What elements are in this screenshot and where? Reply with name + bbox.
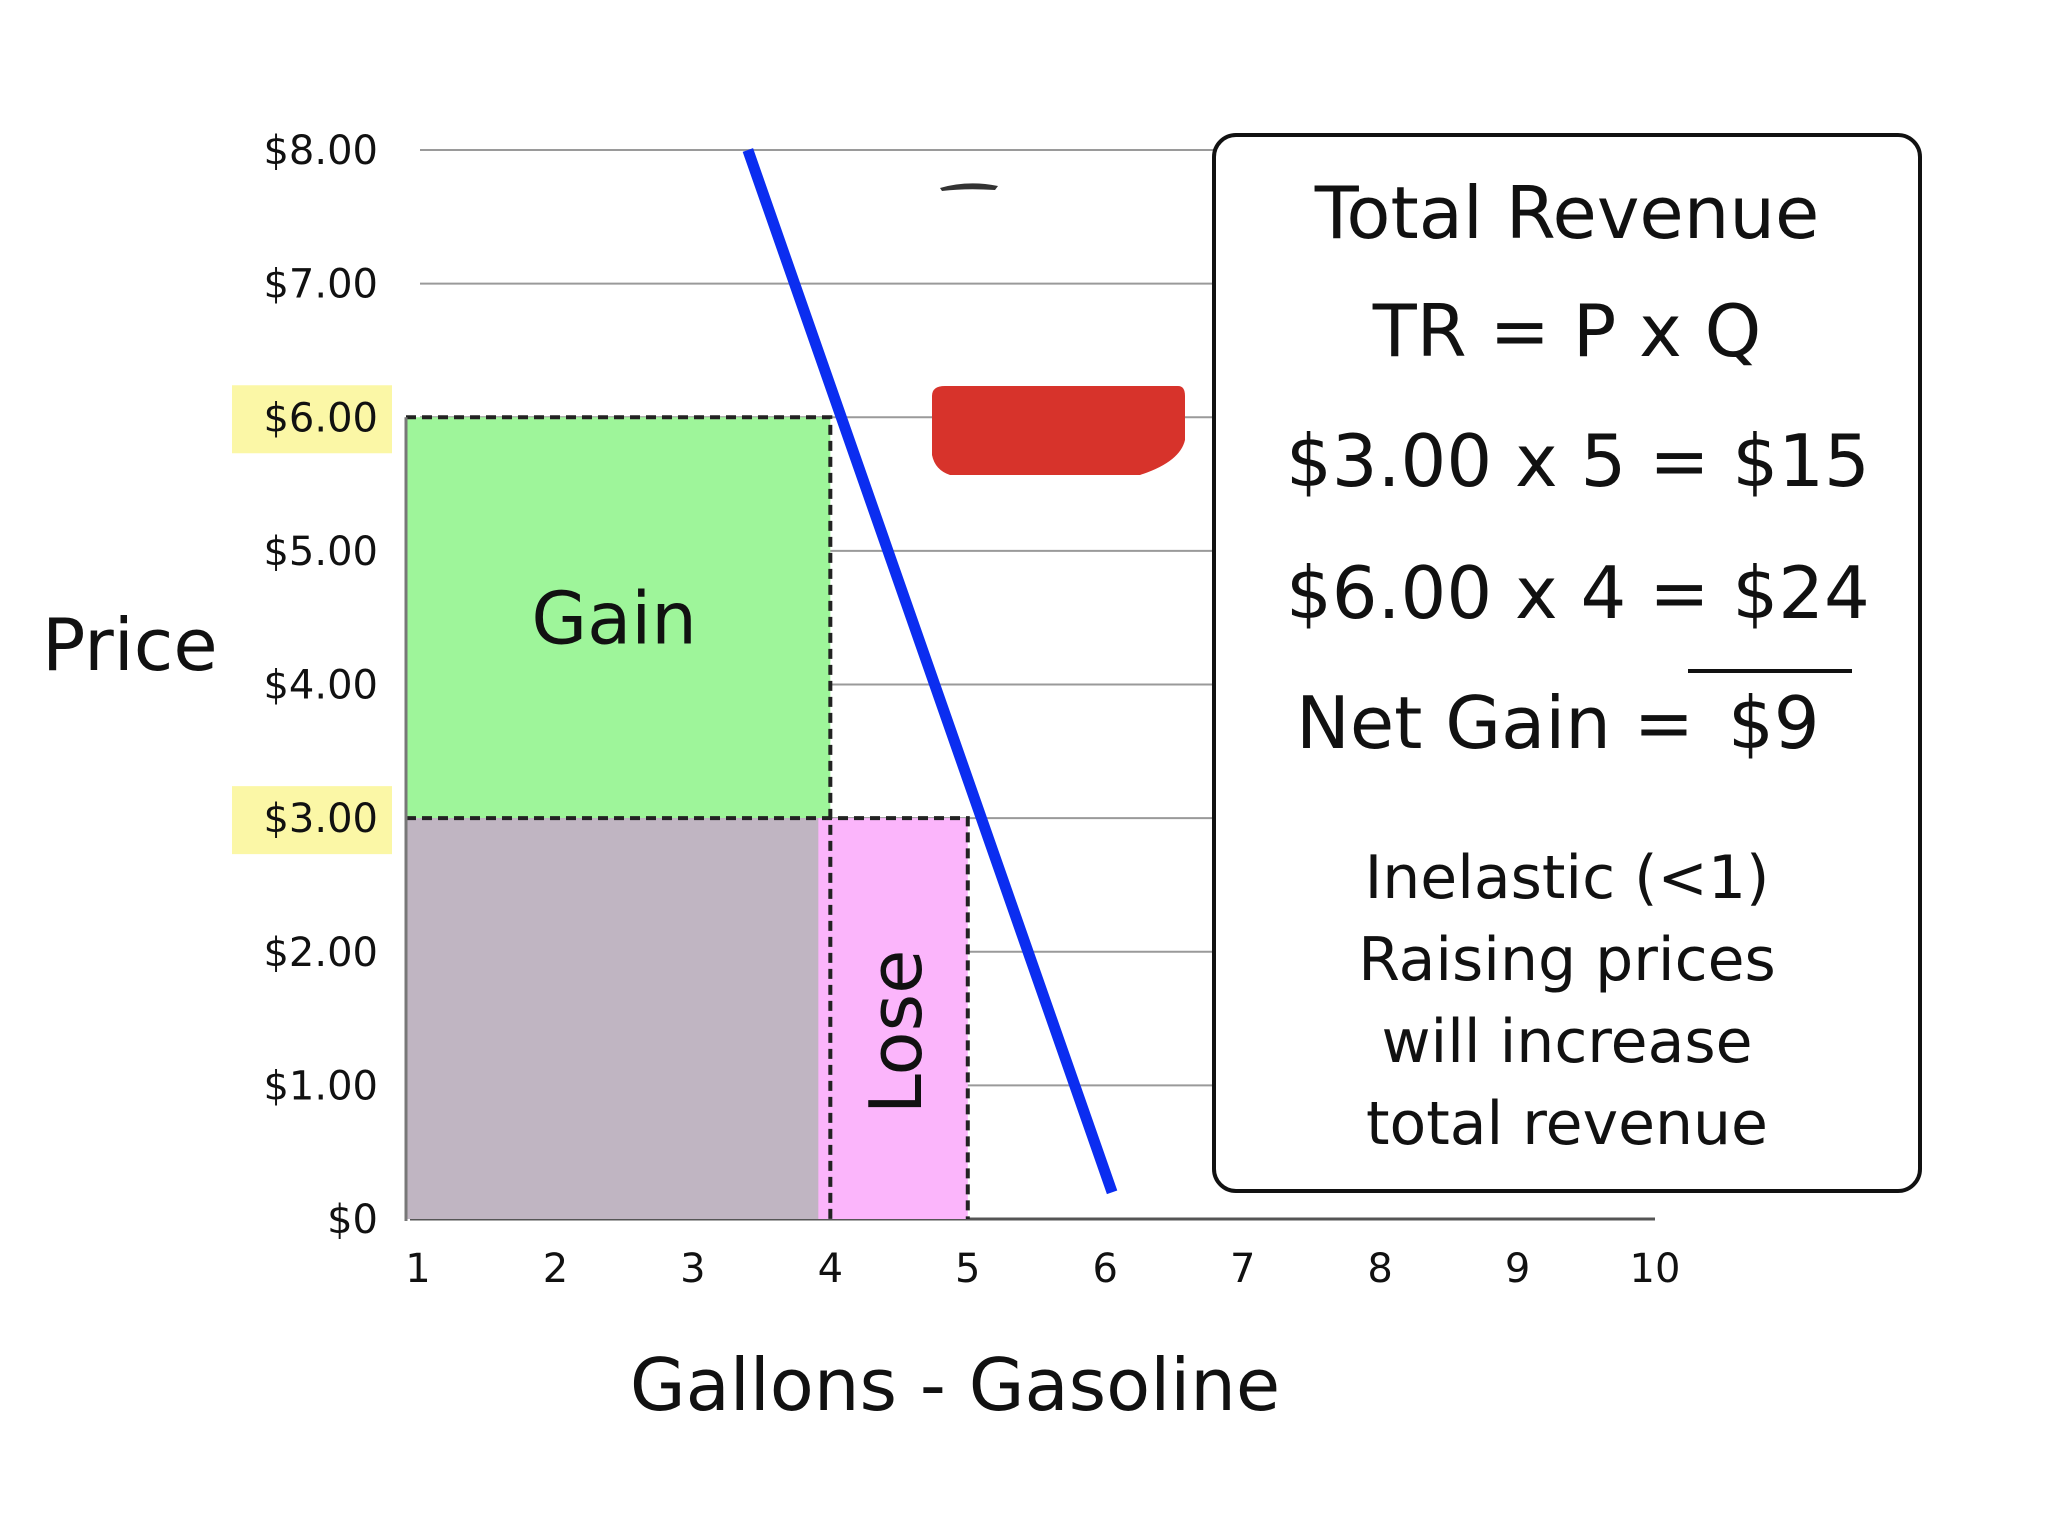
y-tick-label: $6.00 bbox=[263, 395, 378, 441]
x-tick-label: 6 bbox=[1092, 1246, 1117, 1292]
revenue-region bbox=[818, 818, 968, 1219]
price-highlight bbox=[232, 385, 392, 454]
panel-note-1: Inelastic (<1) bbox=[1364, 843, 1770, 913]
panel-note-2: Raising prices bbox=[1358, 925, 1776, 995]
panel-note-3: will increase bbox=[1381, 1007, 1753, 1077]
y-axis-ticks: $8.00 $7.00 $6.00 $5.00 $4.00 $3.00 $2.00 $1.00… bbox=[263, 128, 378, 1243]
y-axis-title: Price bbox=[42, 603, 218, 687]
net-gain-label: Net Gain = bbox=[1296, 681, 1695, 765]
demand-line bbox=[742, 148, 1118, 1195]
demand-curve bbox=[742, 148, 1118, 1195]
price-highlights bbox=[232, 385, 392, 855]
panel-note-4: total revenue bbox=[1366, 1089, 1768, 1159]
x-tick-label: 1 bbox=[405, 1246, 430, 1292]
price-highlight bbox=[232, 786, 392, 855]
revenue-region bbox=[406, 417, 831, 819]
x-tick-label: 5 bbox=[955, 1246, 980, 1292]
total-revenue-panel: Total Revenue TR = P x Q $3.00 x 5 = $15… bbox=[1212, 133, 1922, 1193]
y-tick-label: $3.00 bbox=[263, 796, 378, 842]
x-tick-label: 10 bbox=[1630, 1246, 1681, 1292]
revenue-region bbox=[406, 818, 831, 1219]
sum-rule bbox=[1688, 669, 1852, 673]
panel-title: Total Revenue bbox=[1314, 171, 1820, 255]
y-tick-label: $5.00 bbox=[263, 529, 378, 575]
y-tick-label: $4.00 bbox=[263, 663, 378, 709]
y-tick-label: $2.00 bbox=[263, 930, 378, 976]
x-tick-label: 2 bbox=[543, 1246, 568, 1292]
y-tick-label: $1.00 bbox=[263, 1063, 378, 1109]
net-gain-value: $9 bbox=[1728, 681, 1820, 765]
y-tick-label: $0 bbox=[327, 1197, 378, 1243]
x-tick-label: 3 bbox=[680, 1246, 705, 1292]
revenue-regions: Gain Lose bbox=[404, 415, 970, 1221]
x-tick-label: 4 bbox=[818, 1246, 843, 1292]
x-tick-label: 8 bbox=[1367, 1246, 1392, 1292]
x-axis-ticks: 1 2 3 4 5 6 7 8 9 10 bbox=[405, 1246, 1680, 1292]
x-tick-label: 9 bbox=[1505, 1246, 1530, 1292]
lose-label: Lose bbox=[854, 950, 938, 1115]
panel-net-gain: Net Gain = $9 bbox=[1296, 681, 1820, 765]
panel-formula: TR = P x Q bbox=[1372, 289, 1762, 373]
gain-outline bbox=[406, 415, 833, 1219]
y-tick-label: $7.00 bbox=[263, 262, 378, 308]
x-axis-title: Gallons - Gasoline bbox=[630, 1343, 1280, 1427]
gain-label: Gain bbox=[531, 577, 697, 661]
gas-can-icon bbox=[932, 183, 1185, 475]
lose-outline bbox=[406, 816, 970, 1219]
y-tick-label: $8.00 bbox=[263, 128, 378, 174]
x-tick-label: 7 bbox=[1230, 1246, 1255, 1292]
panel-calc-1: $3.00 x 5 = $15 bbox=[1286, 419, 1870, 503]
panel-calc-2: $6.00 x 4 = $24 bbox=[1286, 551, 1870, 635]
